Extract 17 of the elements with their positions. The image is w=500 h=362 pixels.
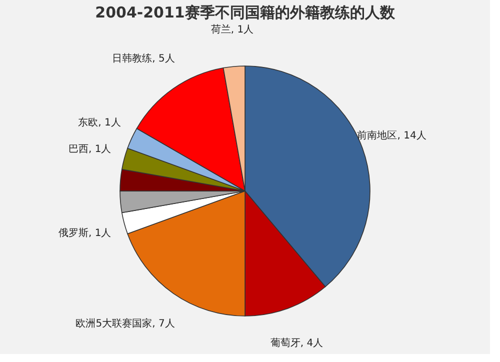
slice-label: 前南地区: [357, 130, 398, 142]
data-label: , 1人: [88, 228, 112, 239]
slice-label: 葡萄牙: [270, 337, 300, 350]
slice-label: 俄罗斯: [58, 226, 89, 239]
data-label: , 14人: [397, 130, 426, 142]
data-label: , 1人: [230, 24, 254, 36]
slice-label: 巴西: [68, 144, 89, 156]
chart-title: 2004-2011赛季不同国籍的外籍教练的人数: [95, 4, 396, 22]
data-label: , 1人: [98, 118, 121, 129]
slice-label: 荷兰: [210, 24, 231, 36]
data-label: , 1人: [88, 144, 112, 156]
slice-label: 欧洲5大联赛国家: [76, 318, 152, 330]
data-label: , 4人: [300, 338, 324, 350]
data-label: , 7人: [152, 318, 175, 330]
slice-label: 东欧: [78, 116, 98, 129]
data-label: , 5人: [152, 53, 175, 64]
slice-label: 日韩教练: [112, 52, 152, 64]
